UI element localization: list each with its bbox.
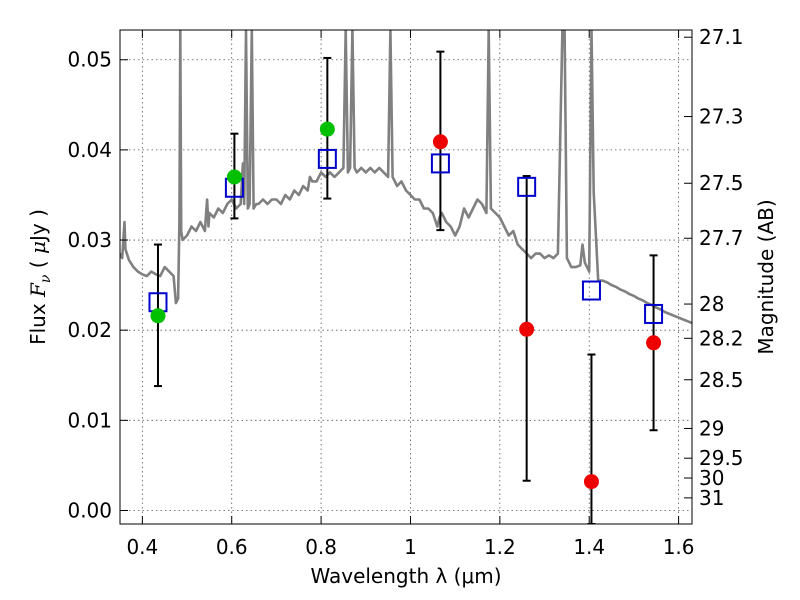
grid	[120, 30, 692, 524]
model-spectrum-line	[120, 30, 692, 325]
y-tick-label: 0.05	[67, 48, 112, 72]
marker-layer	[148, 121, 664, 490]
x-tick-label: 1.6	[663, 535, 695, 559]
magnitude-tick-label: 28	[699, 292, 724, 316]
x-tick-label: 0.6	[216, 535, 248, 559]
x-tick-label: 0.4	[126, 535, 158, 559]
magnitude-tick-label: 27.5	[699, 171, 744, 195]
model-photometry-square	[517, 176, 537, 197]
errorbar-layer	[153, 50, 658, 524]
detection-marker	[150, 308, 166, 324]
y-axis-label-left-subscript: ν	[38, 274, 54, 283]
x-tick-label: 1	[404, 535, 417, 559]
x-tick-label: 0.8	[305, 535, 337, 559]
y-axis-label-left-symbol: F	[26, 282, 50, 298]
magnitude-tick-label: 29.5	[699, 446, 744, 470]
y-axis-label-left-unit: (	[26, 254, 50, 275]
model-photometry-square	[581, 280, 601, 301]
magnitude-tick-label: 28.2	[699, 326, 744, 350]
plot-frame	[119, 29, 693, 525]
model-photometry-square	[430, 153, 450, 174]
magnitude-tick-label: 29	[699, 416, 724, 440]
nondetection-marker	[519, 321, 535, 337]
model-photometry-square	[644, 303, 664, 324]
magnitude-tick-label: 31	[699, 486, 724, 510]
y-tick-label: 0.02	[67, 318, 112, 342]
nondetection-marker	[646, 335, 662, 351]
y-axis-label-left-jy: Jy )	[26, 209, 50, 243]
x-tick-label: 1.4	[573, 535, 605, 559]
magnitude-tick-label: 27.7	[699, 226, 744, 250]
magnitude-tick-label: 27.1	[699, 25, 744, 49]
y-axis-label-left: Flux Fν ( μJy )	[26, 209, 54, 345]
magnitude-tick-label: 27.3	[699, 105, 744, 129]
y-axis-label-left-flux: Flux	[26, 297, 50, 345]
y-axis-label-right: Magnitude (AB)	[754, 199, 778, 354]
x-tick-label: 1.2	[484, 535, 516, 559]
y-axis-label-left-mu: μ	[26, 241, 50, 254]
nondetection-marker	[432, 134, 448, 150]
y-tick-label: 0.01	[67, 408, 112, 432]
x-axis-label: Wavelength λ (μm)	[310, 564, 501, 588]
spectrum-layer	[120, 30, 692, 325]
model-photometry-square	[317, 148, 337, 169]
magnitude-tick-label: 28.5	[699, 368, 744, 392]
y-tick-label: 0.04	[67, 138, 112, 162]
detection-marker	[319, 121, 335, 137]
magnitude-tick-label: 30	[699, 466, 724, 490]
y-tick-label: 0.03	[67, 228, 112, 252]
nondetection-marker	[583, 474, 599, 490]
detection-marker	[226, 169, 242, 185]
y-tick-label: 0.00	[67, 498, 112, 522]
ticks: 0.4 0.6 0.8 1 1.2 1.4 1.6 0.00 0.01 0.02 0.03 0.04 0…	[67, 25, 743, 559]
